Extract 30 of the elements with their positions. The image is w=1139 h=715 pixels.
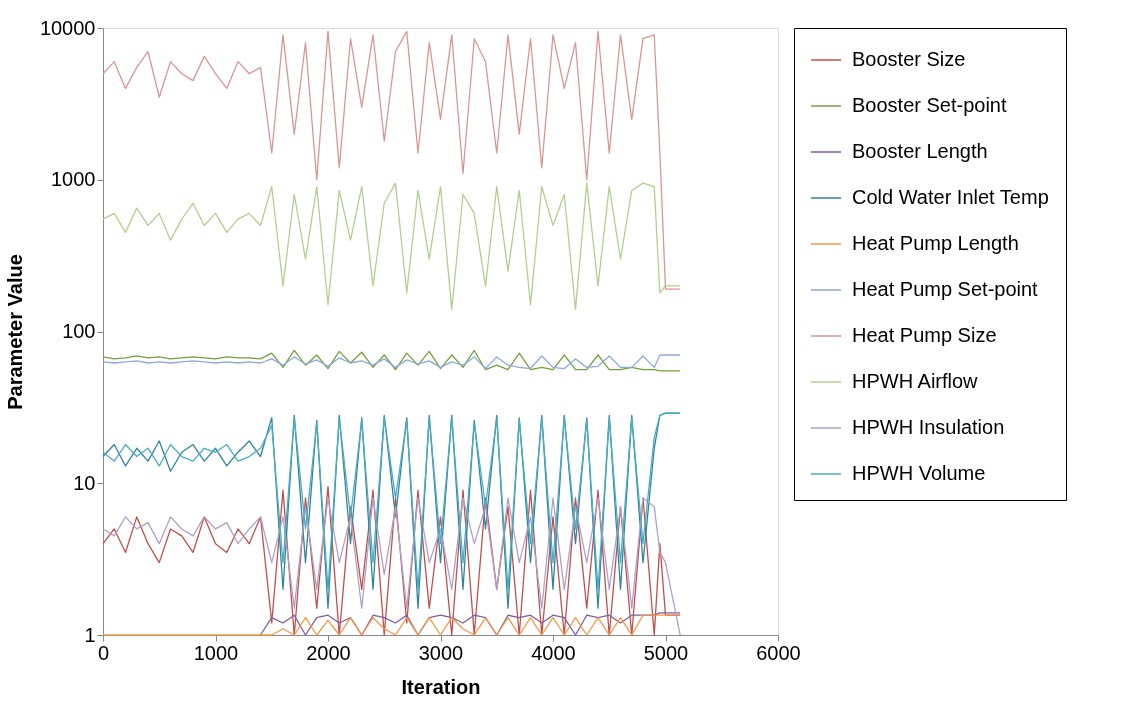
y-axis-title: Parameter Value bbox=[3, 254, 26, 410]
x-tick-label: 2000 bbox=[306, 641, 351, 664]
line-series bbox=[102, 349, 681, 372]
legend-label: Heat Pump Size bbox=[852, 324, 997, 346]
y-tick-label: 10000 bbox=[39, 16, 96, 39]
line-series bbox=[102, 614, 681, 636]
x-tick-label: 3000 bbox=[418, 641, 464, 664]
legend-label: Booster Set-point bbox=[852, 94, 1007, 116]
line-series bbox=[259, 612, 681, 636]
legend-label: HPWH Volume bbox=[852, 462, 986, 484]
x-tick-label: 4000 bbox=[531, 641, 576, 664]
x-tick-label: 6000 bbox=[756, 641, 801, 664]
legend-label: HPWH Airflow bbox=[852, 370, 979, 392]
y-tick-label: 100 bbox=[62, 320, 96, 342]
legend-label: Booster Size bbox=[852, 48, 966, 70]
x-tick-label: 1000 bbox=[193, 641, 239, 664]
legend-label: Cold Water Inlet Temp bbox=[852, 186, 1049, 208]
y-tick-label: 1000 bbox=[51, 168, 96, 191]
legend-label: Heat Pump Length bbox=[852, 232, 1019, 254]
line-series bbox=[102, 30, 681, 290]
line-series bbox=[102, 354, 681, 370]
x-axis-title: Iteration bbox=[401, 675, 481, 698]
y-tick-label: 1 bbox=[84, 623, 96, 646]
x-tick-label: 0 bbox=[97, 641, 110, 664]
legend-label: Heat Pump Set-point bbox=[852, 278, 1039, 300]
line-series bbox=[102, 182, 681, 310]
legend-label: Booster Length bbox=[852, 140, 988, 162]
x-tick-label: 5000 bbox=[643, 641, 689, 664]
legend-label: HPWH Insulation bbox=[852, 416, 1005, 438]
y-tick-label: 10 bbox=[73, 471, 96, 494]
